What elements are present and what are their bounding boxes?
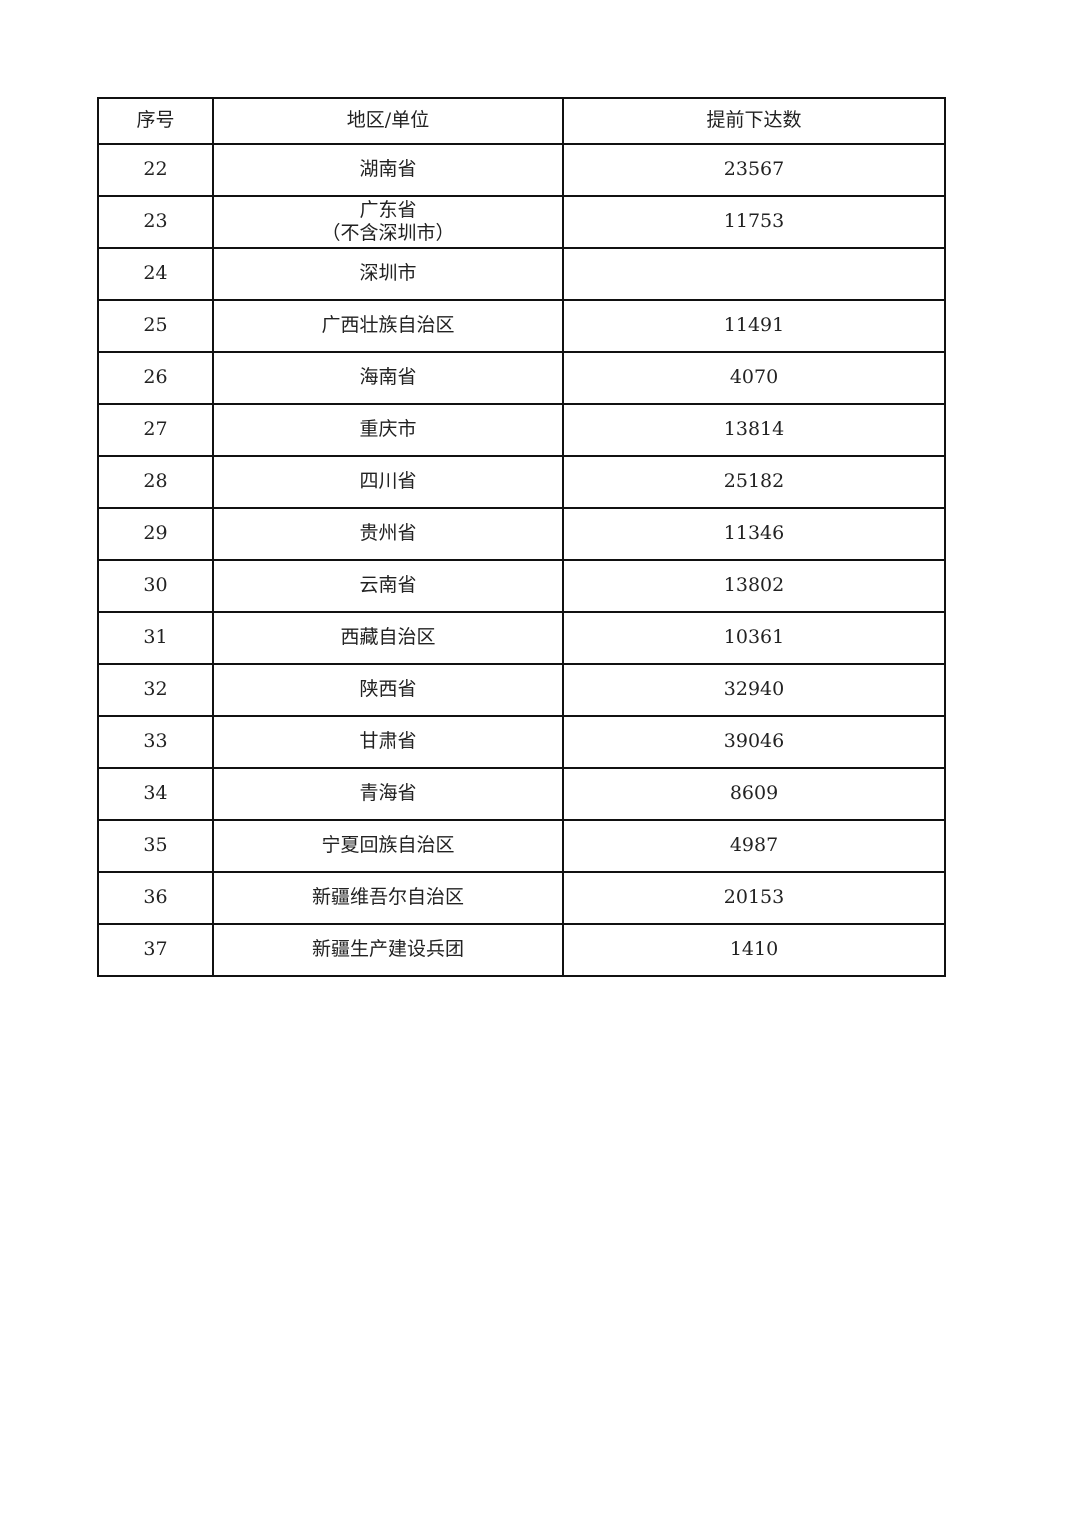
cell-amount: 1410 <box>562 923 946 977</box>
table-row: 33 甘肃省 39046 <box>97 715 946 769</box>
cell-region: 广西壮族自治区 <box>212 299 564 353</box>
cell-amount: 8609 <box>562 767 946 821</box>
cell-no: 27 <box>97 403 214 457</box>
table-row: 27 重庆市 13814 <box>97 403 946 457</box>
cell-no: 31 <box>97 611 214 665</box>
table-row: 36 新疆维吾尔自治区 20153 <box>97 871 946 925</box>
table-row: 29 贵州省 11346 <box>97 507 946 561</box>
cell-region: 云南省 <box>212 559 564 613</box>
cell-no: 33 <box>97 715 214 769</box>
cell-no: 36 <box>97 871 214 925</box>
cell-amount: 4987 <box>562 819 946 873</box>
table-row: 30 云南省 13802 <box>97 559 946 613</box>
table-row: 25 广西壮族自治区 11491 <box>97 299 946 353</box>
cell-region: 西藏自治区 <box>212 611 564 665</box>
cell-amount: 10361 <box>562 611 946 665</box>
table-header-row: 序号 地区/单位 提前下达数 <box>97 97 946 145</box>
cell-region: 湖南省 <box>212 143 564 197</box>
table-row: 32 陕西省 32940 <box>97 663 946 717</box>
cell-amount: 23567 <box>562 143 946 197</box>
cell-amount <box>562 247 946 301</box>
header-no: 序号 <box>97 97 214 145</box>
cell-no: 24 <box>97 247 214 301</box>
table-row: 35 宁夏回族自治区 4987 <box>97 819 946 873</box>
cell-region: 新疆维吾尔自治区 <box>212 871 564 925</box>
cell-region: 四川省 <box>212 455 564 509</box>
cell-no: 32 <box>97 663 214 717</box>
cell-region: 广东省 （不含深圳市） <box>212 195 564 249</box>
cell-region: 海南省 <box>212 351 564 405</box>
table-row: 24 深圳市 <box>97 247 946 301</box>
cell-amount: 32940 <box>562 663 946 717</box>
allocation-table: 序号 地区/单位 提前下达数 22 湖南省 23567 23 广东省 （不含深圳市） 117… <box>97 97 946 977</box>
cell-no: 26 <box>97 351 214 405</box>
cell-region: 宁夏回族自治区 <box>212 819 564 873</box>
cell-amount: 39046 <box>562 715 946 769</box>
cell-region: 青海省 <box>212 767 564 821</box>
cell-no: 37 <box>97 923 214 977</box>
cell-no: 28 <box>97 455 214 509</box>
cell-region: 重庆市 <box>212 403 564 457</box>
cell-region: 新疆生产建设兵团 <box>212 923 564 977</box>
cell-amount: 11346 <box>562 507 946 561</box>
cell-amount: 11491 <box>562 299 946 353</box>
cell-region: 甘肃省 <box>212 715 564 769</box>
cell-amount: 13814 <box>562 403 946 457</box>
table-row: 22 湖南省 23567 <box>97 143 946 197</box>
cell-no: 34 <box>97 767 214 821</box>
table-row: 37 新疆生产建设兵团 1410 <box>97 923 946 977</box>
cell-amount: 25182 <box>562 455 946 509</box>
table-row: 23 广东省 （不含深圳市） 11753 <box>97 195 946 249</box>
cell-no: 23 <box>97 195 214 249</box>
table-row: 31 西藏自治区 10361 <box>97 611 946 665</box>
cell-no: 30 <box>97 559 214 613</box>
cell-region: 深圳市 <box>212 247 564 301</box>
cell-amount: 13802 <box>562 559 946 613</box>
header-region: 地区/单位 <box>212 97 564 145</box>
table-row: 26 海南省 4070 <box>97 351 946 405</box>
cell-no: 35 <box>97 819 214 873</box>
table-row: 34 青海省 8609 <box>97 767 946 821</box>
cell-no: 29 <box>97 507 214 561</box>
header-amount: 提前下达数 <box>562 97 946 145</box>
cell-region: 陕西省 <box>212 663 564 717</box>
cell-amount: 20153 <box>562 871 946 925</box>
cell-amount: 4070 <box>562 351 946 405</box>
table-row: 28 四川省 25182 <box>97 455 946 509</box>
cell-region: 贵州省 <box>212 507 564 561</box>
cell-amount: 11753 <box>562 195 946 249</box>
cell-no: 22 <box>97 143 214 197</box>
cell-no: 25 <box>97 299 214 353</box>
